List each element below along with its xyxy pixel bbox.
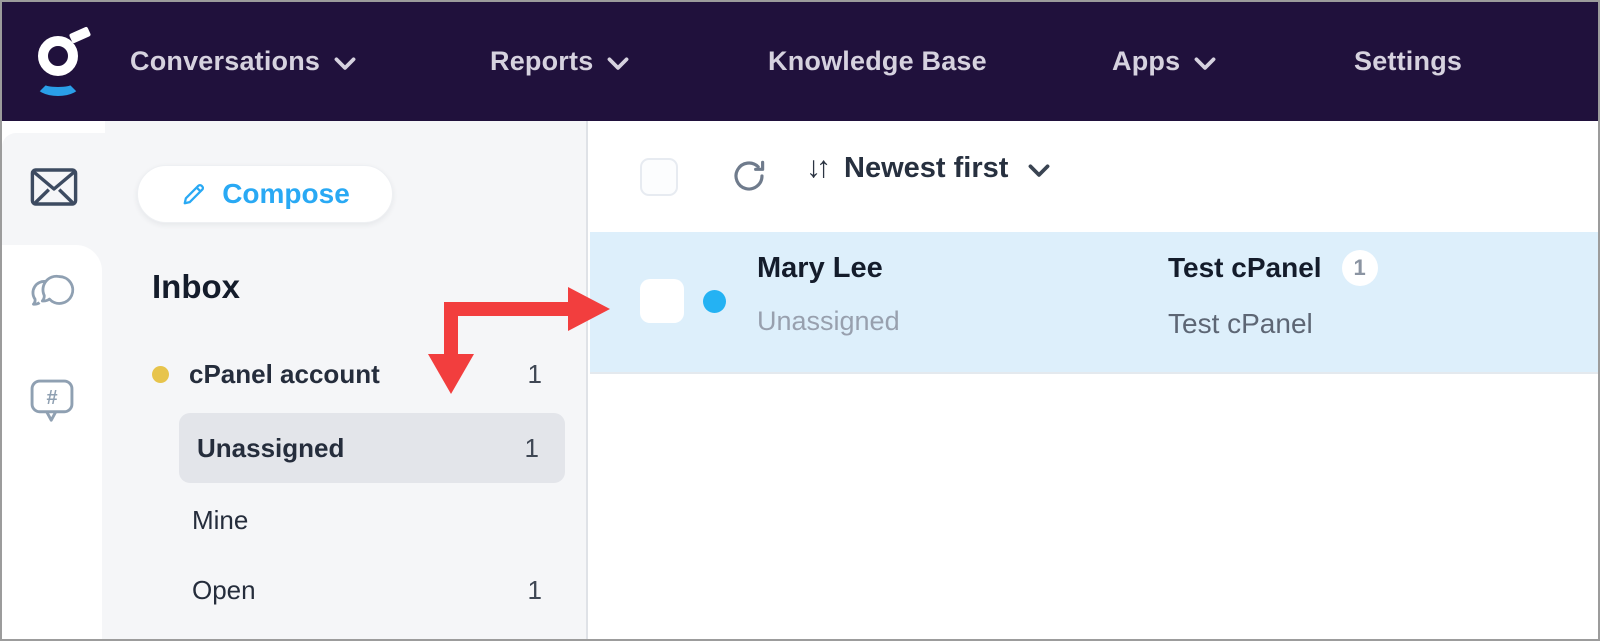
conversation-sender: Mary Lee — [757, 252, 883, 284]
conversation-list: ↓↑ Newest first Mary Lee Unassigned Test… — [590, 121, 1598, 639]
folder-count: 1 — [527, 358, 542, 389]
select-all-checkbox[interactable] — [640, 158, 678, 196]
folder-count: 1 — [524, 432, 539, 463]
list-toolbar: ↓↑ Newest first — [590, 121, 1598, 232]
annotation-arrow-right-head — [568, 287, 610, 331]
sort-label: Newest first — [844, 151, 1009, 184]
svg-text:#: # — [46, 387, 57, 409]
folder-status-dot — [152, 365, 169, 383]
message-count-badge: 1 — [1341, 250, 1378, 286]
logo-smile — [35, 72, 81, 96]
conversation-subject: Test cPanel — [1168, 252, 1322, 283]
conversation-status: Unassigned — [757, 306, 900, 336]
chevron-down-icon — [334, 56, 356, 70]
groove-logo-icon[interactable] — [32, 26, 96, 98]
nav-knowledge-base[interactable]: Knowledge Base — [768, 2, 987, 121]
inbox-sidebar: Compose Inbox cPanel account 1 Unassigne… — [105, 121, 588, 639]
nav-settings-label: Settings — [1354, 46, 1463, 76]
nav-conversations-label: Conversations — [130, 46, 321, 76]
annotation-arrow-down-head — [428, 354, 474, 394]
folder-count: 1 — [527, 574, 542, 605]
sidebar-item-unassigned[interactable]: Unassigned 1 — [179, 413, 565, 483]
nav-conversations[interactable]: Conversations — [130, 2, 356, 121]
folder-label: Unassigned — [197, 432, 345, 463]
folder-label: cPanel account — [189, 358, 380, 389]
nav-reports-label: Reports — [490, 46, 594, 76]
nav-reports[interactable]: Reports — [490, 2, 629, 121]
chevron-down-icon — [1028, 163, 1050, 177]
folder-label: Mine — [192, 504, 249, 535]
nav-knowledge-base-label: Knowledge Base — [768, 46, 987, 76]
chevron-down-icon — [607, 56, 629, 70]
rail-card — [2, 245, 102, 639]
nav-apps[interactable]: Apps — [1112, 2, 1216, 121]
annotation-arrow-horizontal — [444, 302, 574, 316]
pencil-icon — [183, 183, 205, 204]
social-channel-icon[interactable]: # — [29, 377, 75, 425]
refresh-icon[interactable] — [730, 157, 768, 195]
channel-rail: # — [2, 121, 105, 639]
sidebar-item-cpanel-account[interactable]: cPanel account 1 — [152, 351, 568, 397]
row-checkbox[interactable] — [640, 279, 684, 323]
compose-label: Compose — [222, 178, 350, 209]
sidebar-item-mine[interactable]: Mine — [152, 497, 568, 543]
sidebar-item-open[interactable]: Open 1 — [152, 567, 568, 613]
email-channel-icon[interactable] — [30, 167, 78, 207]
conversation-row[interactable]: Mary Lee Unassigned Test cPanel 1 Test c… — [590, 232, 1598, 374]
sort-arrows-icon: ↓↑ — [806, 151, 831, 184]
nav-apps-label: Apps — [1112, 46, 1181, 76]
sort-dropdown[interactable]: ↓↑ Newest first — [806, 151, 1050, 185]
live-chat-channel-icon[interactable] — [28, 271, 78, 319]
top-navigation: Conversations Reports Knowledge Base App… — [2, 2, 1598, 121]
unread-dot — [703, 290, 726, 313]
compose-button[interactable]: Compose — [137, 165, 393, 223]
nav-settings[interactable]: Settings — [1354, 2, 1462, 121]
chevron-down-icon — [1194, 56, 1216, 70]
inbox-heading: Inbox — [152, 268, 240, 305]
logo-ring — [38, 36, 78, 76]
conversation-preview: Test cPanel — [1168, 308, 1313, 339]
folder-label: Open — [192, 574, 256, 605]
